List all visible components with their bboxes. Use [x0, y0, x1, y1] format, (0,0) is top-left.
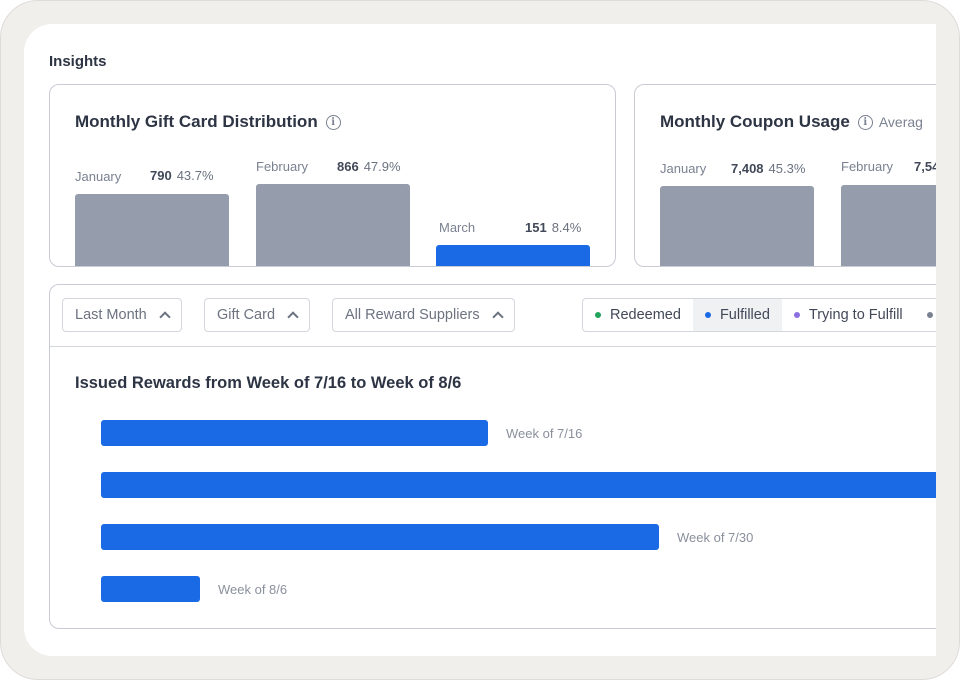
bar-label: Week of 7/30: [677, 530, 754, 545]
bar-february[interactable]: [841, 185, 936, 266]
chart-title: Issued Rewards from Week of 7/16 to Week…: [75, 374, 462, 392]
legend-redeemed[interactable]: Redeemed: [583, 299, 693, 331]
bar-february[interactable]: [256, 184, 410, 266]
month-label: January: [75, 169, 122, 184]
percent: 47.9%: [363, 159, 401, 174]
filter-date-range[interactable]: Last Month: [62, 298, 182, 332]
card-title-text: Monthly Gift Card Distribution: [75, 112, 318, 131]
value: 7,408: [731, 161, 764, 176]
chevron-up-icon: [159, 311, 171, 323]
coupon-usage-card: Monthly Coupon Usage i Averag January 7,40…: [634, 84, 936, 267]
filter-reward-type[interactable]: Gift Card: [204, 298, 311, 332]
bar-week-of-7-30[interactable]: [101, 524, 659, 550]
bar-january[interactable]: [660, 186, 814, 266]
bar-label: Week of 7/16: [506, 426, 583, 441]
gift-card-distribution-card: Monthly Gift Card Distribution i January …: [49, 84, 616, 267]
dot-icon: [793, 312, 800, 318]
filter-label: All Reward Suppliers: [345, 307, 480, 323]
percent: 43.7%: [176, 168, 214, 183]
month-value: 7,54: [914, 159, 936, 174]
chevron-up-icon: [287, 311, 299, 323]
value: 866: [337, 159, 359, 174]
bar-label: Week of 8/6: [218, 582, 288, 597]
info-icon[interactable]: i: [857, 115, 873, 130]
legend-label: Fulfilled: [719, 307, 770, 323]
insights-panel: Insights Monthly Gift Card Distribution i…: [24, 24, 936, 656]
month-value: 151 8.4%: [525, 220, 581, 235]
percent: 45.3%: [768, 161, 806, 176]
month-value: 790 43.7%: [150, 168, 214, 183]
filter-label: Last Month: [75, 307, 147, 323]
legend-label: Trying to Fulfill: [808, 307, 903, 323]
value: 790: [150, 168, 172, 183]
value: 151: [525, 220, 547, 235]
legend-other[interactable]: [915, 299, 936, 331]
card-subtitle: Averag: [878, 114, 923, 130]
legend-fulfilled[interactable]: Fulfilled: [692, 299, 782, 331]
dot-icon: [595, 312, 601, 318]
dot-icon: [926, 312, 933, 318]
bar-week[interactable]: [101, 472, 936, 498]
chevron-up-icon: [491, 311, 504, 323]
card-title: Monthly Coupon Usage i Averag: [660, 112, 923, 132]
card-title-text: Monthly Coupon Usage: [660, 112, 850, 131]
month-label: January: [660, 161, 707, 176]
issued-rewards-card: Last Month Gift Card All Reward Supplier…: [49, 284, 936, 629]
bar-week-of-7-16[interactable]: [101, 420, 488, 446]
month-value: 7,408 45.3%: [731, 161, 805, 176]
month-value: 866 47.9%: [337, 159, 401, 174]
percent: 8.4%: [551, 220, 582, 235]
filter-label: Gift Card: [217, 307, 276, 323]
legend-label: Redeemed: [610, 307, 681, 323]
bar-march[interactable]: [436, 245, 590, 266]
month-label: February: [256, 159, 309, 174]
filter-reward-suppliers[interactable]: All Reward Suppliers: [332, 298, 515, 332]
month-label: February: [841, 159, 894, 174]
status-legend: Redeemed Fulfilled Trying to Fulfill: [582, 298, 936, 332]
card-title: Monthly Gift Card Distribution i: [75, 112, 341, 132]
section-title: Insights: [49, 53, 107, 70]
legend-trying-to-fulfill[interactable]: Trying to Fulfill: [782, 299, 915, 331]
divider: [50, 346, 936, 347]
bar-january[interactable]: [75, 194, 229, 266]
month-label: March: [439, 220, 476, 235]
info-icon[interactable]: i: [325, 115, 341, 130]
bar-week-of-8-6[interactable]: [101, 576, 200, 602]
dot-icon: [704, 312, 711, 318]
